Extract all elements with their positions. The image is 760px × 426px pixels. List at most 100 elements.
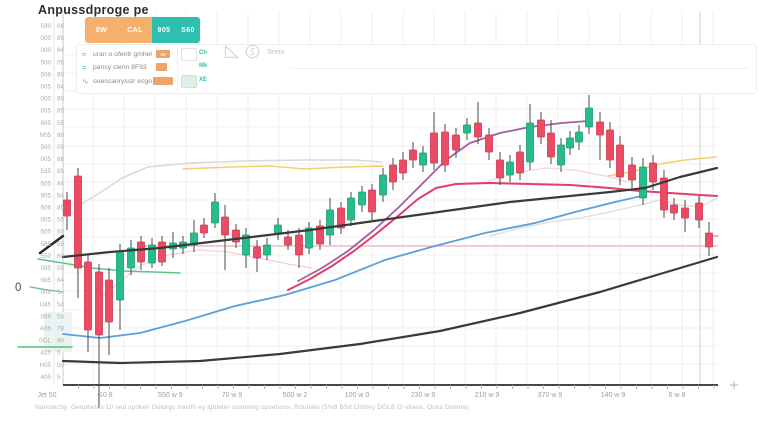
svg-text:905: 905 [40, 192, 51, 199]
svg-text:70 w 9: 70 w 9 [222, 392, 243, 399]
candle[interactable] [485, 128, 493, 160]
candle[interactable] [253, 240, 261, 272]
candle[interactable] [95, 264, 103, 408]
candle[interactable] [639, 158, 647, 205]
candle[interactable] [537, 112, 545, 144]
candle[interactable] [105, 268, 113, 355]
candle[interactable] [526, 104, 534, 170]
candle[interactable] [681, 200, 689, 232]
candle[interactable] [190, 220, 198, 252]
candle[interactable] [263, 238, 271, 260]
candle[interactable] [409, 142, 417, 168]
svg-text:605: 605 [40, 120, 51, 127]
black-ma-upper [61, 166, 719, 259]
swirl-tool-icon[interactable] [244, 43, 261, 60]
candle[interactable] [158, 236, 166, 266]
svg-text:6 w 8: 6 w 8 [669, 392, 686, 399]
candle[interactable] [452, 128, 460, 158]
svg-text:425: 425 [40, 350, 51, 357]
candle[interactable] [116, 244, 124, 330]
candle[interactable] [211, 193, 219, 228]
svg-text:55: 55 [57, 217, 65, 224]
svg-text:88: 88 [57, 156, 65, 163]
svg-text:50: 50 [57, 362, 65, 369]
candle[interactable] [441, 124, 449, 172]
candle[interactable] [63, 192, 71, 230]
axis-highlights [44, 312, 72, 352]
candle[interactable] [232, 224, 240, 248]
timeframe-button-3[interactable]: 905 [152, 17, 176, 43]
candle[interactable] [575, 125, 583, 150]
candle[interactable] [358, 186, 366, 212]
candle[interactable] [557, 138, 565, 172]
green-ma-2 [29, 286, 64, 293]
candle[interactable] [616, 136, 624, 185]
candle[interactable] [660, 170, 668, 218]
candle[interactable] [496, 152, 504, 185]
candle[interactable] [295, 228, 303, 268]
candle[interactable] [463, 118, 471, 140]
svg-text:80: 80 [57, 132, 65, 139]
candle[interactable] [628, 157, 636, 188]
candle[interactable] [430, 112, 438, 170]
candle[interactable] [368, 184, 376, 220]
series-3-checkbox[interactable] [181, 75, 197, 88]
candle[interactable] [705, 222, 713, 256]
gray-top-ma [77, 159, 383, 207]
svg-text:508: 508 [40, 71, 51, 78]
candle[interactable] [389, 158, 397, 190]
svg-text:500: 500 [40, 144, 51, 151]
candle[interactable] [316, 220, 324, 250]
candle[interactable] [474, 102, 482, 144]
timeframe-button-2[interactable]: CAL [118, 17, 152, 43]
legend-row-3[interactable]: ∿ ouescanrysstr ecgo [82, 75, 152, 88]
candle[interactable] [695, 196, 703, 228]
svg-text:G0 8: G0 8 [97, 392, 112, 399]
candle[interactable] [399, 152, 407, 180]
timeframe-button-4[interactable]: S60 [176, 17, 200, 43]
svg-text:5: 5 [57, 374, 61, 381]
svg-text:85: 85 [57, 168, 65, 175]
candle[interactable] [547, 120, 555, 164]
candle[interactable] [242, 228, 250, 268]
tools-label[interactable]: Srein [267, 47, 285, 56]
candle[interactable] [506, 155, 514, 182]
svg-text:78: 78 [57, 326, 65, 333]
series-1-checkbox[interactable] [181, 48, 197, 61]
candle[interactable] [337, 202, 345, 234]
candle[interactable] [596, 112, 604, 160]
legend-row-2[interactable]: = pancy clenn 8F93 [82, 61, 147, 74]
candle[interactable] [606, 122, 614, 168]
candle[interactable] [566, 131, 574, 155]
legend-row-label: uran o ofentr gmhel [93, 51, 152, 58]
candle[interactable] [137, 236, 145, 270]
candle[interactable] [379, 168, 387, 202]
candle[interactable] [84, 255, 92, 352]
svg-text:210 w 9: 210 w 9 [475, 392, 500, 399]
purple-ma [297, 120, 589, 282]
timeframe-button-1[interactable]: 0W [85, 17, 118, 43]
triangle-tool-icon[interactable] [223, 43, 240, 60]
candle[interactable] [127, 240, 135, 275]
candle[interactable] [74, 168, 82, 298]
candle[interactable] [670, 198, 678, 220]
candle[interactable] [516, 145, 524, 180]
candle[interactable] [326, 198, 334, 245]
legend-row-1[interactable]: ≈ uran o ofentr gmhel [82, 48, 152, 61]
candle[interactable] [419, 146, 427, 172]
candle[interactable] [649, 155, 657, 190]
candle[interactable] [585, 95, 593, 134]
chart-footnote: Nanotechy. Geophetes 10 sed spoken Dolor… [35, 404, 469, 411]
candle[interactable] [200, 218, 208, 238]
svg-text:100 w 0: 100 w 0 [345, 392, 370, 399]
candle[interactable] [148, 238, 156, 268]
svg-text:585: 585 [40, 241, 51, 248]
svg-text:H05: H05 [39, 362, 51, 369]
series-1-marker-icon: ≈ [82, 49, 87, 59]
candle[interactable] [347, 192, 355, 226]
svg-text:000: 000 [40, 47, 51, 54]
candle[interactable] [221, 205, 229, 270]
candle[interactable] [305, 222, 313, 254]
x-axis-labels: Jet 50 G0 8 S50 w 9 70 w 9 500 w 2 100 w 0 230… [37, 392, 685, 399]
